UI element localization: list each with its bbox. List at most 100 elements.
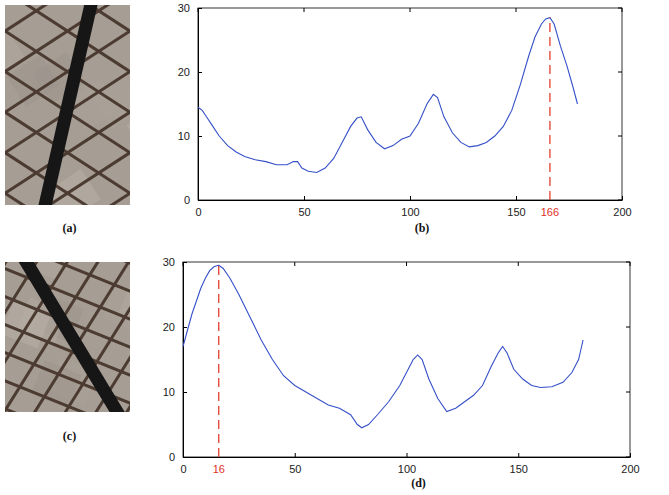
caption: (b) bbox=[415, 221, 430, 235]
grout-lines bbox=[5, 262, 130, 412]
tick: 10 bbox=[178, 130, 202, 142]
tick: 10 bbox=[163, 386, 187, 398]
photo bbox=[5, 5, 130, 205]
tick-mark bbox=[198, 8, 202, 9]
x-axis: 0 50 100 150 200 bbox=[195, 196, 631, 218]
tick-mark bbox=[295, 453, 296, 457]
y-axis: 0102030 bbox=[178, 2, 202, 206]
grout-line bbox=[5, 5, 130, 205]
tick: 150 bbox=[507, 196, 525, 218]
tick-label: 0 bbox=[180, 463, 186, 475]
chart-panel: 0 50 100 150 200 0 10 20 30 16 bbox=[163, 256, 640, 475]
grout-line bbox=[5, 5, 130, 205]
data-line bbox=[183, 265, 583, 428]
annotation-label: 166 bbox=[541, 206, 559, 218]
grout-line bbox=[5, 5, 130, 205]
grout-line bbox=[5, 5, 130, 205]
tick-mark bbox=[198, 8, 199, 12]
tick-mark bbox=[410, 8, 411, 12]
tick-label: 0 bbox=[195, 206, 201, 218]
grout-line bbox=[5, 262, 130, 412]
tick-mark bbox=[294, 262, 295, 266]
plot-frame bbox=[183, 262, 630, 457]
grout-line bbox=[5, 5, 130, 205]
chart-panel: 0 50 100 150 2000 10 20 30 166 bbox=[178, 2, 632, 218]
axis-line bbox=[199, 200, 623, 201]
data-line bbox=[198, 18, 577, 173]
tick: 0 bbox=[169, 451, 187, 463]
tick-label: 30 bbox=[163, 256, 175, 268]
tick-label: 10 bbox=[178, 130, 190, 142]
tick-mark bbox=[518, 262, 519, 266]
tick-mark bbox=[622, 196, 623, 200]
tick-mark bbox=[406, 262, 407, 266]
tick-label: 10 bbox=[163, 386, 175, 398]
x-axis: 0 50 100 150 200 bbox=[180, 453, 639, 475]
tick-mark bbox=[618, 72, 622, 73]
plot-marks bbox=[183, 265, 583, 457]
grout-line bbox=[42, 262, 130, 412]
annotation-label: 16 bbox=[213, 463, 225, 475]
grout-line bbox=[5, 5, 130, 205]
tick-mark bbox=[626, 392, 630, 393]
tick-mark bbox=[410, 196, 411, 200]
tick-label: 100 bbox=[398, 463, 416, 475]
tick-label: 20 bbox=[163, 321, 175, 333]
annotation-line bbox=[218, 265, 219, 457]
grout-line bbox=[5, 5, 130, 205]
dark-stripe bbox=[22, 262, 122, 412]
grout-line bbox=[5, 5, 130, 205]
axis-line bbox=[183, 263, 184, 458]
dark-stripe bbox=[44, 5, 92, 205]
tick-mark bbox=[304, 8, 305, 12]
grout-line bbox=[5, 5, 130, 205]
tick-mark bbox=[516, 196, 517, 200]
tick: 50 bbox=[289, 453, 301, 475]
tick-mark bbox=[630, 262, 631, 266]
tick: 20 bbox=[163, 321, 187, 333]
grout-line bbox=[5, 5, 130, 205]
y-axis: 0 10 20 30 bbox=[163, 256, 187, 463]
tick-mark bbox=[407, 453, 408, 457]
tick-mark bbox=[183, 327, 187, 328]
plot-marks bbox=[198, 18, 577, 200]
tick: 50 bbox=[298, 196, 310, 218]
tick-label: 100 bbox=[401, 206, 419, 218]
tick: 150 bbox=[510, 453, 528, 475]
grout-line bbox=[5, 5, 130, 205]
tick-mark bbox=[183, 262, 187, 263]
tick-mark bbox=[626, 327, 630, 328]
caption: (d) bbox=[411, 476, 426, 490]
figure: (a) (c) 0 50 100 150 200 0 10 20 30 166 (b) 0 50 100 150… bbox=[0, 0, 669, 495]
caption: (c) bbox=[63, 429, 76, 443]
grout-lines bbox=[5, 262, 130, 412]
tick-mark bbox=[183, 392, 187, 393]
tick-label: 150 bbox=[507, 206, 525, 218]
tick-label: 0 bbox=[169, 451, 175, 463]
grout-line bbox=[5, 262, 130, 412]
tick-label: 200 bbox=[621, 463, 639, 475]
caption: (a) bbox=[63, 221, 77, 235]
tick-mark bbox=[183, 457, 187, 458]
tick: 30 bbox=[178, 2, 202, 14]
tick-mark bbox=[183, 262, 184, 266]
tick: 200 bbox=[613, 196, 631, 218]
grout-line bbox=[5, 5, 130, 205]
axis-line bbox=[184, 457, 631, 458]
tick-mark bbox=[618, 8, 622, 9]
grout-line bbox=[20, 262, 130, 412]
tick-mark bbox=[618, 136, 622, 137]
tick-label: 50 bbox=[298, 206, 310, 218]
tick-label: 150 bbox=[510, 463, 528, 475]
grout-lines bbox=[5, 5, 130, 205]
grout-line bbox=[5, 5, 130, 71]
tick: 100 bbox=[398, 453, 416, 475]
grout-line bbox=[5, 262, 130, 412]
tick-mark bbox=[304, 196, 305, 200]
grout-line bbox=[5, 5, 130, 205]
tick-label: 30 bbox=[178, 2, 190, 14]
grout-line bbox=[5, 5, 130, 205]
tick-label: 20 bbox=[178, 66, 190, 78]
grout-line bbox=[5, 262, 130, 412]
tick-label: 200 bbox=[613, 206, 631, 218]
